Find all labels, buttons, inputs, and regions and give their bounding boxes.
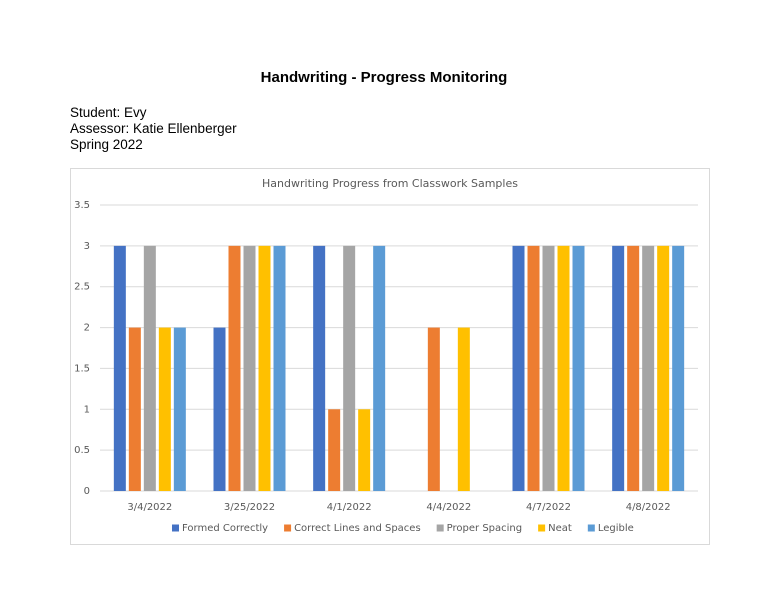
bar <box>173 327 186 491</box>
x-tick-label: 4/7/2022 <box>526 502 571 513</box>
bar <box>457 327 470 491</box>
bar <box>258 245 271 491</box>
legend-label: Neat <box>548 523 572 534</box>
legend-swatch <box>284 524 292 532</box>
bar <box>273 245 286 491</box>
y-tick-label: 2.5 <box>74 282 90 293</box>
y-tick-label: 1 <box>84 404 90 415</box>
bar <box>672 245 685 491</box>
x-tick-label: 3/25/2022 <box>224 502 275 513</box>
bar <box>313 245 326 491</box>
legend-label: Proper Spacing <box>447 523 522 534</box>
bar <box>542 245 555 491</box>
x-tick-label: 4/4/2022 <box>426 502 471 513</box>
x-tick-label: 4/1/2022 <box>327 502 372 513</box>
bar <box>343 245 356 491</box>
bar <box>243 245 256 491</box>
bar <box>572 245 585 491</box>
document-title: Handwriting - Progress Monitoring <box>260 69 508 86</box>
legend-swatch <box>436 524 444 532</box>
bar <box>158 327 171 491</box>
legend-swatch <box>538 524 546 532</box>
bar <box>612 245 625 491</box>
bar <box>512 245 525 491</box>
legend-label: Legible <box>598 523 634 534</box>
bar <box>657 245 670 491</box>
y-tick-label: 0 <box>84 486 90 497</box>
term-line: Spring 2022 <box>70 137 143 152</box>
bar <box>143 245 156 491</box>
chart-title: Handwriting Progress from Classwork Samp… <box>262 177 518 190</box>
bar <box>228 245 241 491</box>
bar <box>642 245 655 491</box>
y-tick-label: 3 <box>84 241 90 252</box>
bar <box>373 245 386 491</box>
bar <box>113 245 126 491</box>
bar <box>358 409 371 491</box>
bar <box>427 327 440 491</box>
bar <box>128 327 141 491</box>
legend-label: Formed Correctly <box>182 523 268 534</box>
x-tick-label: 3/4/2022 <box>127 502 172 513</box>
y-tick-label: 0.5 <box>74 445 90 456</box>
y-tick-label: 1.5 <box>74 363 90 374</box>
bar <box>557 245 570 491</box>
y-tick-label: 2 <box>84 323 90 334</box>
assessor-line: Assessor: Katie Ellenberger <box>70 121 237 136</box>
bar <box>627 245 640 491</box>
legend-swatch <box>172 524 179 532</box>
legend-swatch <box>587 524 595 532</box>
bar <box>328 409 341 491</box>
bar <box>213 327 226 491</box>
student-line: Student: Evy <box>70 105 147 120</box>
x-tick-label: 4/8/2022 <box>626 502 671 513</box>
bar <box>527 245 540 491</box>
legend-label: Correct Lines and Spaces <box>294 523 421 534</box>
y-tick-label: 3.5 <box>74 200 90 211</box>
